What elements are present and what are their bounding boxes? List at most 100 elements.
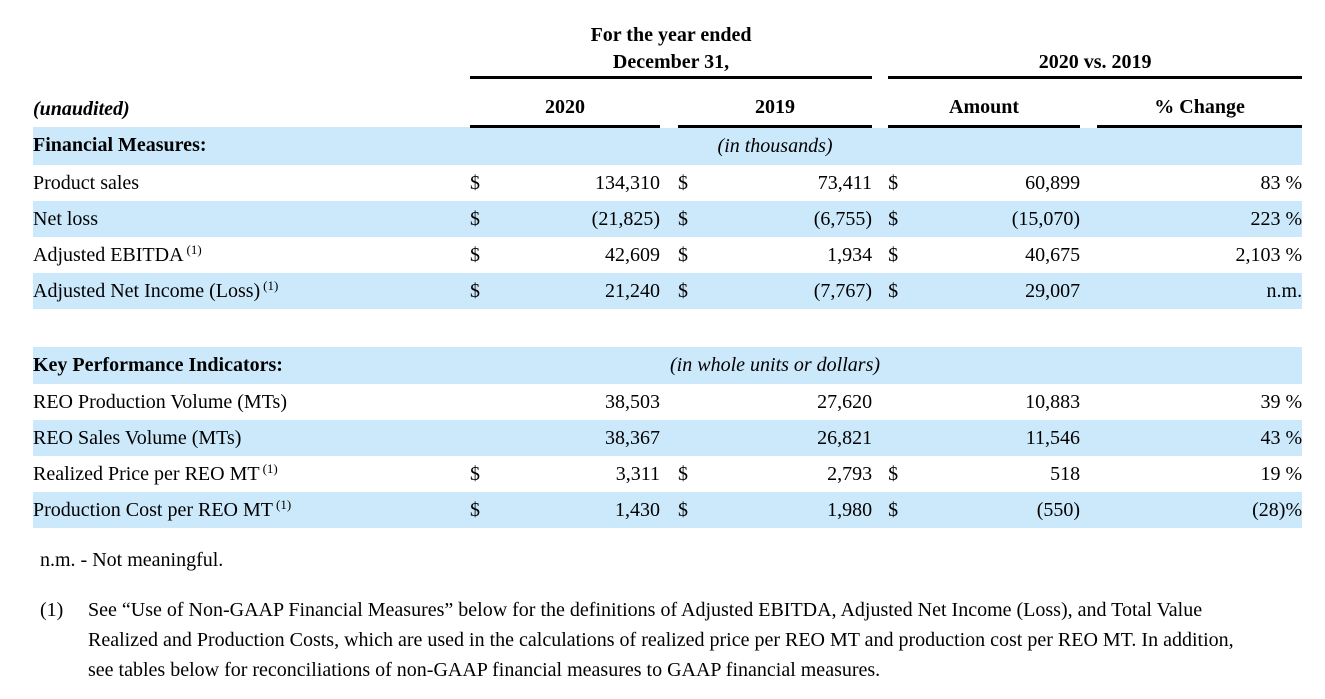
currency-2019 bbox=[678, 384, 713, 420]
currency-amount: $ bbox=[888, 171, 899, 194]
value-2020: 1,430 bbox=[615, 498, 660, 521]
row-label: Product sales bbox=[33, 165, 470, 201]
value-pct-change: 83 % bbox=[1260, 171, 1303, 194]
value-2019: 73,411 bbox=[817, 171, 873, 194]
col-gap bbox=[660, 273, 678, 309]
table-row: Product sales $ 134,310 $ 73,411 $ 60,89… bbox=[33, 165, 1302, 201]
col-gap bbox=[1080, 456, 1097, 492]
table-row: Production Cost per REO MT (1) $ 1,430 $ … bbox=[33, 492, 1303, 528]
col-gap bbox=[872, 237, 888, 273]
value-pct-change: (28)% bbox=[1252, 498, 1303, 521]
currency-amount: $ bbox=[888, 243, 899, 266]
col-gap bbox=[660, 165, 678, 201]
col-header-2019: 2019 bbox=[678, 77, 873, 128]
value-pct-change: 2,103 % bbox=[1235, 243, 1303, 266]
currency-2020 bbox=[470, 420, 505, 456]
currency-2020: $ bbox=[470, 207, 480, 230]
currency-2019: $ bbox=[678, 243, 688, 266]
currency-amount: $ bbox=[888, 279, 899, 302]
table-row: Adjusted EBITDA (1) $ 42,609 $ 1,934 $ 40… bbox=[33, 237, 1302, 273]
footnote-ref: (1) bbox=[263, 277, 279, 293]
value-2020: 3,311 bbox=[615, 462, 660, 485]
row-label: REO Production Volume (MTs) bbox=[33, 384, 470, 420]
col-gap bbox=[660, 492, 678, 528]
col-gap bbox=[1080, 384, 1097, 420]
col-gap bbox=[660, 237, 678, 273]
unaudited-label: (unaudited) bbox=[33, 97, 130, 120]
col-gap bbox=[872, 456, 888, 492]
period-group-header: For the year ended December 31, bbox=[470, 16, 873, 79]
col-gap bbox=[1080, 237, 1097, 273]
col-gap bbox=[660, 456, 678, 492]
value-amount: 10,883 bbox=[1025, 390, 1081, 413]
value-2020: 38,503 bbox=[605, 390, 660, 413]
nm-footnote: n.m. - Not meaningful. bbox=[40, 549, 224, 571]
footnote-ref: (1) bbox=[262, 460, 278, 476]
table-row: Net loss $ (21,825) $ (6,755) $ (15,070)… bbox=[33, 201, 1303, 237]
col-gap bbox=[872, 273, 888, 309]
units-caption: (in whole units or dollars) bbox=[670, 354, 881, 376]
footnote-1-marker: (1) bbox=[40, 599, 64, 621]
row-label-text: REO Sales Volume (MTs) bbox=[33, 426, 242, 449]
footnote-ref: (1) bbox=[276, 496, 292, 512]
section-title: Key Performance Indicators: bbox=[33, 354, 283, 376]
table-group-header-row: For the year ended December 31, 2020 vs.… bbox=[33, 16, 1303, 79]
col-gap bbox=[660, 78, 678, 127]
row-label: Realized Price per REO MT (1) bbox=[33, 456, 470, 492]
section-header-fill bbox=[1080, 127, 1302, 166]
currency-2020: $ bbox=[470, 243, 480, 266]
period-group-line1: For the year ended bbox=[590, 24, 752, 46]
value-2020: 42,609 bbox=[605, 243, 660, 266]
group-header-gap bbox=[872, 16, 888, 78]
value-pct-change: 43 % bbox=[1260, 426, 1303, 449]
col-header-2020: 2020 bbox=[470, 77, 660, 128]
currency-2019 bbox=[678, 420, 713, 456]
spacer-row bbox=[33, 309, 1303, 347]
value-2019: (7,767) bbox=[813, 279, 873, 302]
value-2020: 21,240 bbox=[605, 279, 660, 302]
row-label: Production Cost per REO MT (1) bbox=[33, 492, 470, 528]
section-header-key-performance-indicators: Key Performance Indicators: (in whole un… bbox=[33, 347, 1303, 384]
value-amount: 40,675 bbox=[1025, 243, 1081, 266]
row-label-text: REO Production Volume (MTs) bbox=[33, 390, 287, 413]
table-row: REO Production Volume (MTs) 38,503 27,62… bbox=[33, 384, 1302, 420]
currency-2020: $ bbox=[470, 171, 480, 194]
col-gap bbox=[660, 201, 678, 237]
col-gap bbox=[872, 384, 888, 420]
value-2020: 134,310 bbox=[595, 171, 660, 194]
currency-2019: $ bbox=[678, 279, 688, 302]
currency-amount: $ bbox=[888, 462, 899, 485]
col-gap bbox=[1080, 165, 1097, 201]
value-2020: (21,825) bbox=[591, 207, 660, 230]
currency-2020 bbox=[470, 384, 505, 420]
currency-2019: $ bbox=[678, 207, 688, 230]
footnotes: n.m. - Not meaningful. (1) See “Use of N… bbox=[33, 549, 1325, 685]
currency-amount: $ bbox=[888, 498, 899, 521]
group-header-spacer bbox=[33, 16, 470, 78]
currency-2020: $ bbox=[470, 279, 480, 302]
currency-2019: $ bbox=[678, 462, 688, 485]
period-group-line2: December 31, bbox=[612, 51, 730, 73]
value-2019: 2,793 bbox=[827, 462, 873, 485]
value-amount: 11,546 bbox=[1025, 426, 1081, 449]
value-pct-change: 223 % bbox=[1250, 207, 1303, 230]
value-amount: (15,070) bbox=[1011, 207, 1081, 230]
row-label: Adjusted Net Income (Loss) (1) bbox=[33, 273, 470, 309]
col-header-pct-change: % Change bbox=[1097, 77, 1303, 128]
value-pct-change: n.m. bbox=[1266, 279, 1303, 302]
col-gap bbox=[872, 420, 888, 456]
row-label-text: Net loss bbox=[33, 207, 98, 230]
row-label-text: Production Cost per REO MT bbox=[33, 498, 273, 521]
page-content: For the year ended December 31, 2020 vs.… bbox=[33, 16, 1325, 685]
section-header-fill bbox=[1080, 347, 1302, 384]
comparison-group-header: 2020 vs. 2019 bbox=[888, 16, 1303, 79]
section-title: Financial Measures: bbox=[33, 134, 207, 157]
row-label: REO Sales Volume (MTs) bbox=[33, 420, 470, 456]
col-gap bbox=[660, 384, 678, 420]
value-amount: 60,899 bbox=[1025, 171, 1081, 194]
currency-2020: $ bbox=[470, 498, 480, 521]
value-amount: (550) bbox=[1036, 498, 1081, 521]
col-gap bbox=[872, 492, 888, 528]
col-gap bbox=[872, 165, 888, 201]
spacer-cell bbox=[33, 309, 1303, 347]
